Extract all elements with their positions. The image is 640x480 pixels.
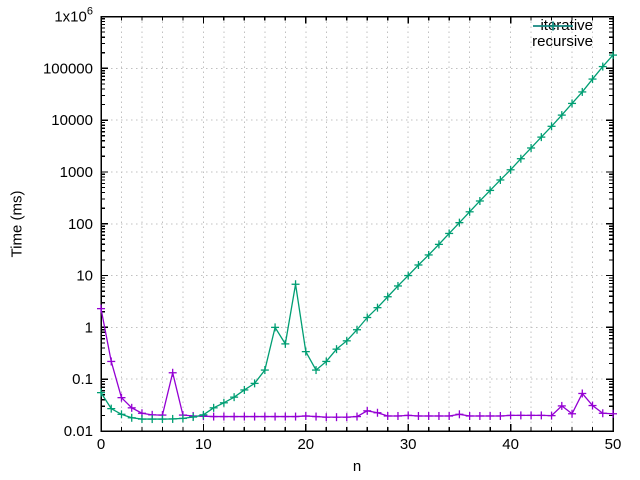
legend: iterative recursive [532, 18, 593, 50]
y-axis-title: Time (ms) [8, 190, 26, 258]
svg-text:1x106: 1x106 [54, 6, 93, 26]
x-tick-labels: 0 10 20 30 40 50 [97, 436, 622, 453]
legend-item-recursive: recursive [532, 21, 593, 50]
svg-text:10000: 10000 [51, 112, 93, 129]
svg-text:10: 10 [195, 436, 212, 453]
svg-text:100: 100 [68, 216, 93, 233]
series-iterative [97, 304, 617, 422]
svg-text:30: 30 [400, 436, 417, 453]
svg-text:1000: 1000 [60, 164, 93, 181]
legend-swatch-recursive [533, 21, 574, 31]
grid [101, 16, 613, 431]
markers-iterative [97, 304, 617, 422]
svg-text:1: 1 [85, 319, 93, 336]
legend-label-recursive: recursive [532, 33, 593, 50]
svg-text:50: 50 [605, 436, 622, 453]
svg-text:40: 40 [502, 436, 519, 453]
y-tick-labels: 0.01 0.1 1 10 100 1000 10000 100000 1x106 [43, 6, 93, 441]
svg-text:100000: 100000 [43, 60, 93, 77]
markers-recursive [97, 51, 617, 424]
svg-text:0.1: 0.1 [72, 371, 93, 388]
x-axis-title: n [352, 458, 362, 475]
svg-text:20: 20 [297, 436, 314, 453]
svg-text:10: 10 [76, 268, 93, 285]
svg-text:0.01: 0.01 [64, 423, 93, 440]
svg-text:0: 0 [97, 436, 105, 453]
series-recursive [97, 51, 617, 424]
